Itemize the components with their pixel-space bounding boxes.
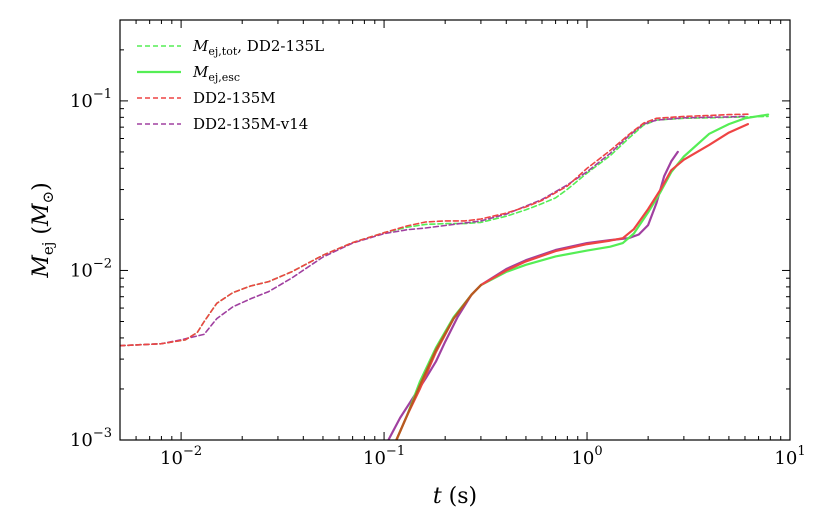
series-line-2 [120,113,749,347]
series-layer [120,113,770,440]
legend: Mej,tot, DD2-135L Mej,esc DD2-135M DD2-135M… [137,37,324,133]
legend-label: Mej,tot, DD2-135L [192,37,324,58]
series-line-3 [387,150,679,440]
tick-layer: 10−2 10−1 100 101 10−3 10−2 10−1 [70,19,806,469]
x-tick-label: 10−2 [160,444,202,469]
y-axis-label: Mej (M⊙) [29,182,57,278]
legend-label: DD2-135M [193,89,276,107]
y-tick-label: 10−1 [70,87,112,112]
legend-label: DD2-135M-v14 [193,115,308,133]
legend-entry-l2: Mej,esc [137,63,240,84]
y-tick-label: 10−2 [70,256,112,281]
y-tick-label: 10−3 [70,426,112,451]
legend-entry-l1: Mej,tot, DD2-135L [137,37,324,58]
legend-entry-l4: DD2-135M-v14 [137,115,308,133]
series-line-1 [120,115,746,347]
plot-frame [119,19,791,441]
series-line-5 [395,123,749,440]
legend-entry-l3: DD2-135M [137,89,276,107]
x-axis-label: t (s) [433,484,477,509]
series-line-6 [395,284,482,440]
x-tick-label: 100 [571,444,602,469]
x-tick-label: 10−1 [363,444,405,469]
legend-label: Mej,esc [192,63,240,84]
series-line-0 [120,115,769,347]
series-line-4 [395,113,770,440]
x-tick-label: 101 [774,444,805,469]
svg-text:Mej (M⊙): Mej (M⊙) [29,182,57,278]
